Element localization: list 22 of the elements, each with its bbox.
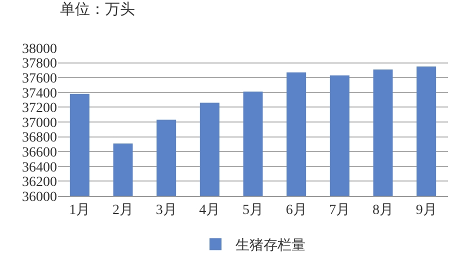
y-tick-label: 36000 [22, 190, 57, 205]
y-tick-label: 37400 [22, 86, 57, 102]
y-tick-label: 37600 [22, 72, 57, 86]
legend-label: 生猪存栏量 [236, 238, 306, 254]
y-tick-label: 36200 [22, 175, 57, 190]
y-tick-label: 36400 [22, 160, 57, 176]
x-tick-label: 3月 [156, 202, 177, 218]
y-tick-label: 36600 [22, 146, 57, 160]
x-tick-label: 5月 [242, 202, 264, 218]
x-tick-label: 4月 [199, 202, 220, 218]
y-tick-label: 36800 [22, 130, 57, 146]
x-tick-label: 7月 [329, 202, 350, 218]
y-tick-label: 38000 [22, 42, 57, 57]
x-tick-label: 1月 [69, 202, 90, 218]
x-tick-label: 2月 [112, 202, 134, 218]
x-tick-label: 6月 [286, 202, 307, 218]
x-tick-label: 9月 [416, 202, 437, 218]
y-tick-label: 37800 [22, 56, 57, 72]
y-axis-title: 单位：万头 [60, 1, 135, 18]
x-tick-label: 8月 [372, 202, 394, 218]
y-tick-label: 37200 [22, 101, 57, 116]
y-tick-label: 37000 [22, 116, 57, 131]
